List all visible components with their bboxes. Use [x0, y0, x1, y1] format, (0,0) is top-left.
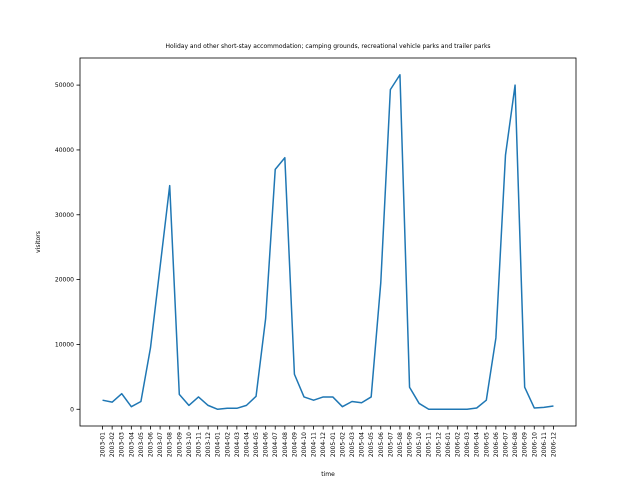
- line-series: [102, 73, 554, 411]
- x-tick-label: 2004-07: [272, 432, 279, 457]
- x-tick-label: 2005-03: [349, 432, 356, 457]
- x-tick-label: 2003-07: [157, 432, 164, 457]
- x-tick-label: 2005-01: [330, 432, 337, 457]
- x-tick-label: 2005-08: [397, 432, 404, 457]
- x-tick-label: 2004-02: [224, 432, 231, 457]
- x-tick-label: 2005-07: [387, 432, 394, 457]
- x-tick-label: 2005-09: [407, 432, 414, 457]
- x-tick-label: 2003-08: [167, 432, 174, 457]
- x-tick-label: 2006-05: [483, 432, 490, 457]
- y-tick-label: 30000: [55, 212, 74, 219]
- x-tick-label: 2003-09: [176, 432, 183, 457]
- x-tick-label: 2003-05: [138, 432, 145, 457]
- x-tick-label: 2006-03: [464, 432, 471, 457]
- plot-frame: [79, 57, 577, 427]
- y-tick-label: 50000: [55, 82, 74, 89]
- x-tick-label: 2003-10: [186, 432, 193, 457]
- x-tick-label: 2006-09: [522, 432, 529, 457]
- x-axis-label: time: [321, 471, 335, 478]
- x-tick-label: 2003-02: [109, 432, 116, 457]
- y-axis-label: visitors: [35, 231, 42, 253]
- y-tick-label: 40000: [55, 147, 74, 154]
- x-tick-label: 2006-02: [455, 432, 462, 457]
- x-tick-label: 2006-07: [502, 432, 509, 457]
- x-tick-label: 2006-08: [512, 432, 519, 457]
- x-tick-label: 2006-12: [550, 432, 557, 457]
- x-tick-label: 2005-05: [368, 432, 375, 457]
- x-tick-label: 2006-04: [474, 432, 481, 457]
- x-tick-label: 2004-04: [243, 432, 250, 457]
- x-tick-label: 2006-11: [541, 432, 548, 457]
- x-tick-label: 2004-01: [215, 432, 222, 457]
- x-tick-label: 2004-06: [263, 432, 270, 457]
- x-tick-label: 2004-08: [282, 432, 289, 457]
- x-tick-label: 2004-05: [253, 432, 260, 457]
- x-tick-label: 2005-04: [359, 432, 366, 457]
- y-tick-label: 10000: [55, 341, 74, 348]
- x-tick-label: 2006-06: [493, 432, 500, 457]
- y-tick-label: 20000: [55, 277, 74, 284]
- x-tick-label: 2004-03: [234, 432, 241, 457]
- x-tick-label: 2003-03: [119, 432, 126, 457]
- x-tick-label: 2004-10: [301, 432, 308, 457]
- x-tick-label: 2005-02: [339, 432, 346, 457]
- x-tick-label: 2003-11: [195, 432, 202, 457]
- x-tick-label: 2003-12: [205, 432, 212, 457]
- x-tick-label: 2003-01: [100, 432, 107, 457]
- x-tick-label: 2003-04: [128, 432, 135, 457]
- x-tick-label: 2005-12: [435, 432, 442, 457]
- x-tick-label: 2005-10: [416, 432, 423, 457]
- x-tick-label: 2004-11: [311, 432, 318, 457]
- x-tick-label: 2006-10: [531, 432, 538, 457]
- x-tick-label: 2003-06: [148, 432, 155, 457]
- x-tick-label: 2005-06: [378, 432, 385, 457]
- y-tick-label: 0: [70, 406, 74, 413]
- x-tick-label: 2006-01: [445, 432, 452, 457]
- chart-title: Holiday and other short-stay accommodati…: [165, 43, 490, 50]
- x-tick-label: 2004-12: [320, 432, 327, 457]
- x-tick-label: 2004-09: [291, 432, 298, 457]
- x-tick-label: 2005-11: [426, 432, 433, 457]
